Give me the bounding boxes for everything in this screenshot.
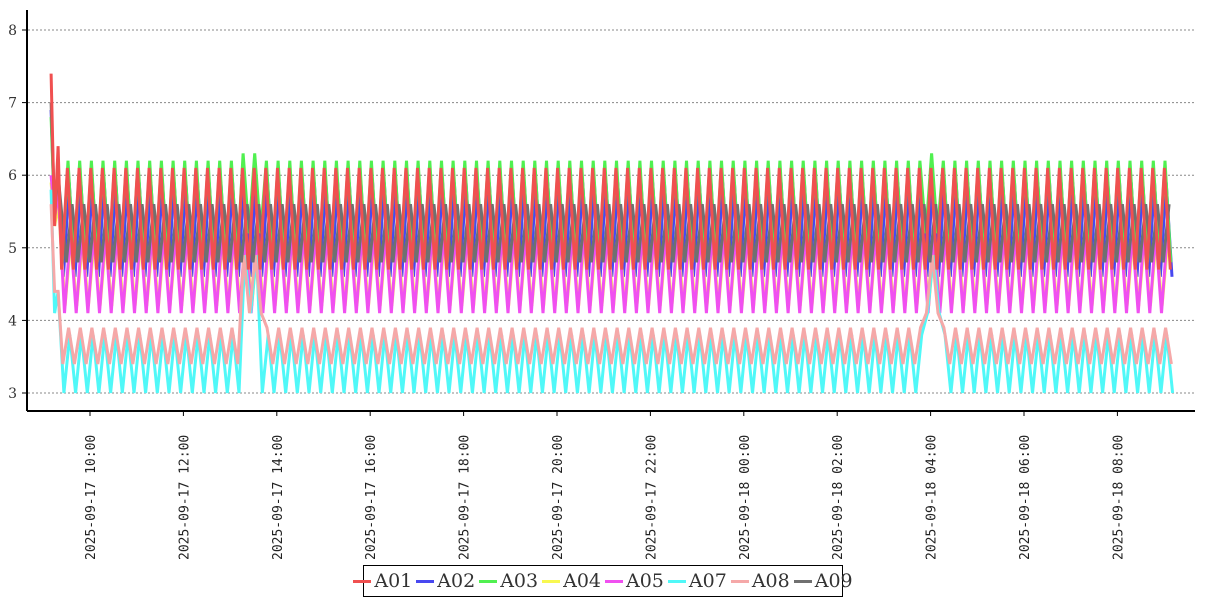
x-tick-label: 2025-09-17 12:00 xyxy=(177,435,192,560)
legend-item-a01[interactable]: A01 xyxy=(353,570,412,592)
x-tick-label: 2025-09-17 20:00 xyxy=(551,435,566,560)
legend-item-a04[interactable]: A04 xyxy=(542,570,601,592)
y-tick-label: 7 xyxy=(8,96,17,112)
legend: A01 A02 A03 A04 A05 A07 A08 A09 xyxy=(353,565,853,597)
legend-item-a03[interactable]: A03 xyxy=(479,570,538,592)
legend-item-a09[interactable]: A09 xyxy=(793,570,853,592)
legend-swatch xyxy=(667,579,686,583)
y-tick-label: 6 xyxy=(8,168,17,184)
x-tick-label: 2025-09-17 18:00 xyxy=(458,435,473,560)
series-lines xyxy=(49,73,1175,394)
legend-label: A07 xyxy=(688,570,727,592)
legend-item-a08[interactable]: A08 xyxy=(730,570,790,592)
x-tick-label: 2025-09-18 08:00 xyxy=(1111,435,1126,560)
legend-swatch xyxy=(353,579,372,583)
grid-lines xyxy=(28,29,1195,394)
legend-swatch xyxy=(416,579,435,583)
y-tick-label: 3 xyxy=(8,386,17,402)
x-tick-label: 2025-09-17 16:00 xyxy=(364,435,379,560)
x-tick-label: 2025-09-17 22:00 xyxy=(644,435,659,560)
legend-swatch xyxy=(730,579,749,583)
x-tick-label: 2025-09-17 10:00 xyxy=(84,435,99,560)
legend-swatch xyxy=(605,579,623,583)
legend-swatch xyxy=(793,579,812,583)
legend-item-a05[interactable]: A05 xyxy=(605,570,664,592)
y-tick-label: 4 xyxy=(8,313,17,329)
x-tick-label: 2025-09-18 04:00 xyxy=(925,435,940,560)
legend-label: A05 xyxy=(626,570,664,592)
legend-label: A04 xyxy=(563,570,601,592)
x-tick-label: 2025-09-17 14:00 xyxy=(271,435,286,560)
y-tick-label: 5 xyxy=(8,241,17,257)
legend-swatch xyxy=(479,579,498,583)
legend-label: A08 xyxy=(751,570,790,592)
series-line-a09 xyxy=(49,102,1171,263)
legend-label: A03 xyxy=(500,570,539,592)
legend-item-a02[interactable]: A02 xyxy=(416,570,475,592)
legend-label: A01 xyxy=(374,570,413,592)
legend-item-a07[interactable]: A07 xyxy=(667,570,727,592)
series-line-a08 xyxy=(49,204,1173,365)
legend-label: A09 xyxy=(814,570,853,592)
x-tick-label: 2025-09-18 02:00 xyxy=(831,435,846,560)
legend-swatch xyxy=(542,579,561,583)
x-tick-label: 2025-09-18 00:00 xyxy=(738,435,753,560)
x-tick-label: 2025-09-18 06:00 xyxy=(1018,435,1033,560)
series-line-a01 xyxy=(49,73,1172,270)
legend-label: A02 xyxy=(437,570,476,592)
y-tick-label: 8 xyxy=(8,23,17,39)
